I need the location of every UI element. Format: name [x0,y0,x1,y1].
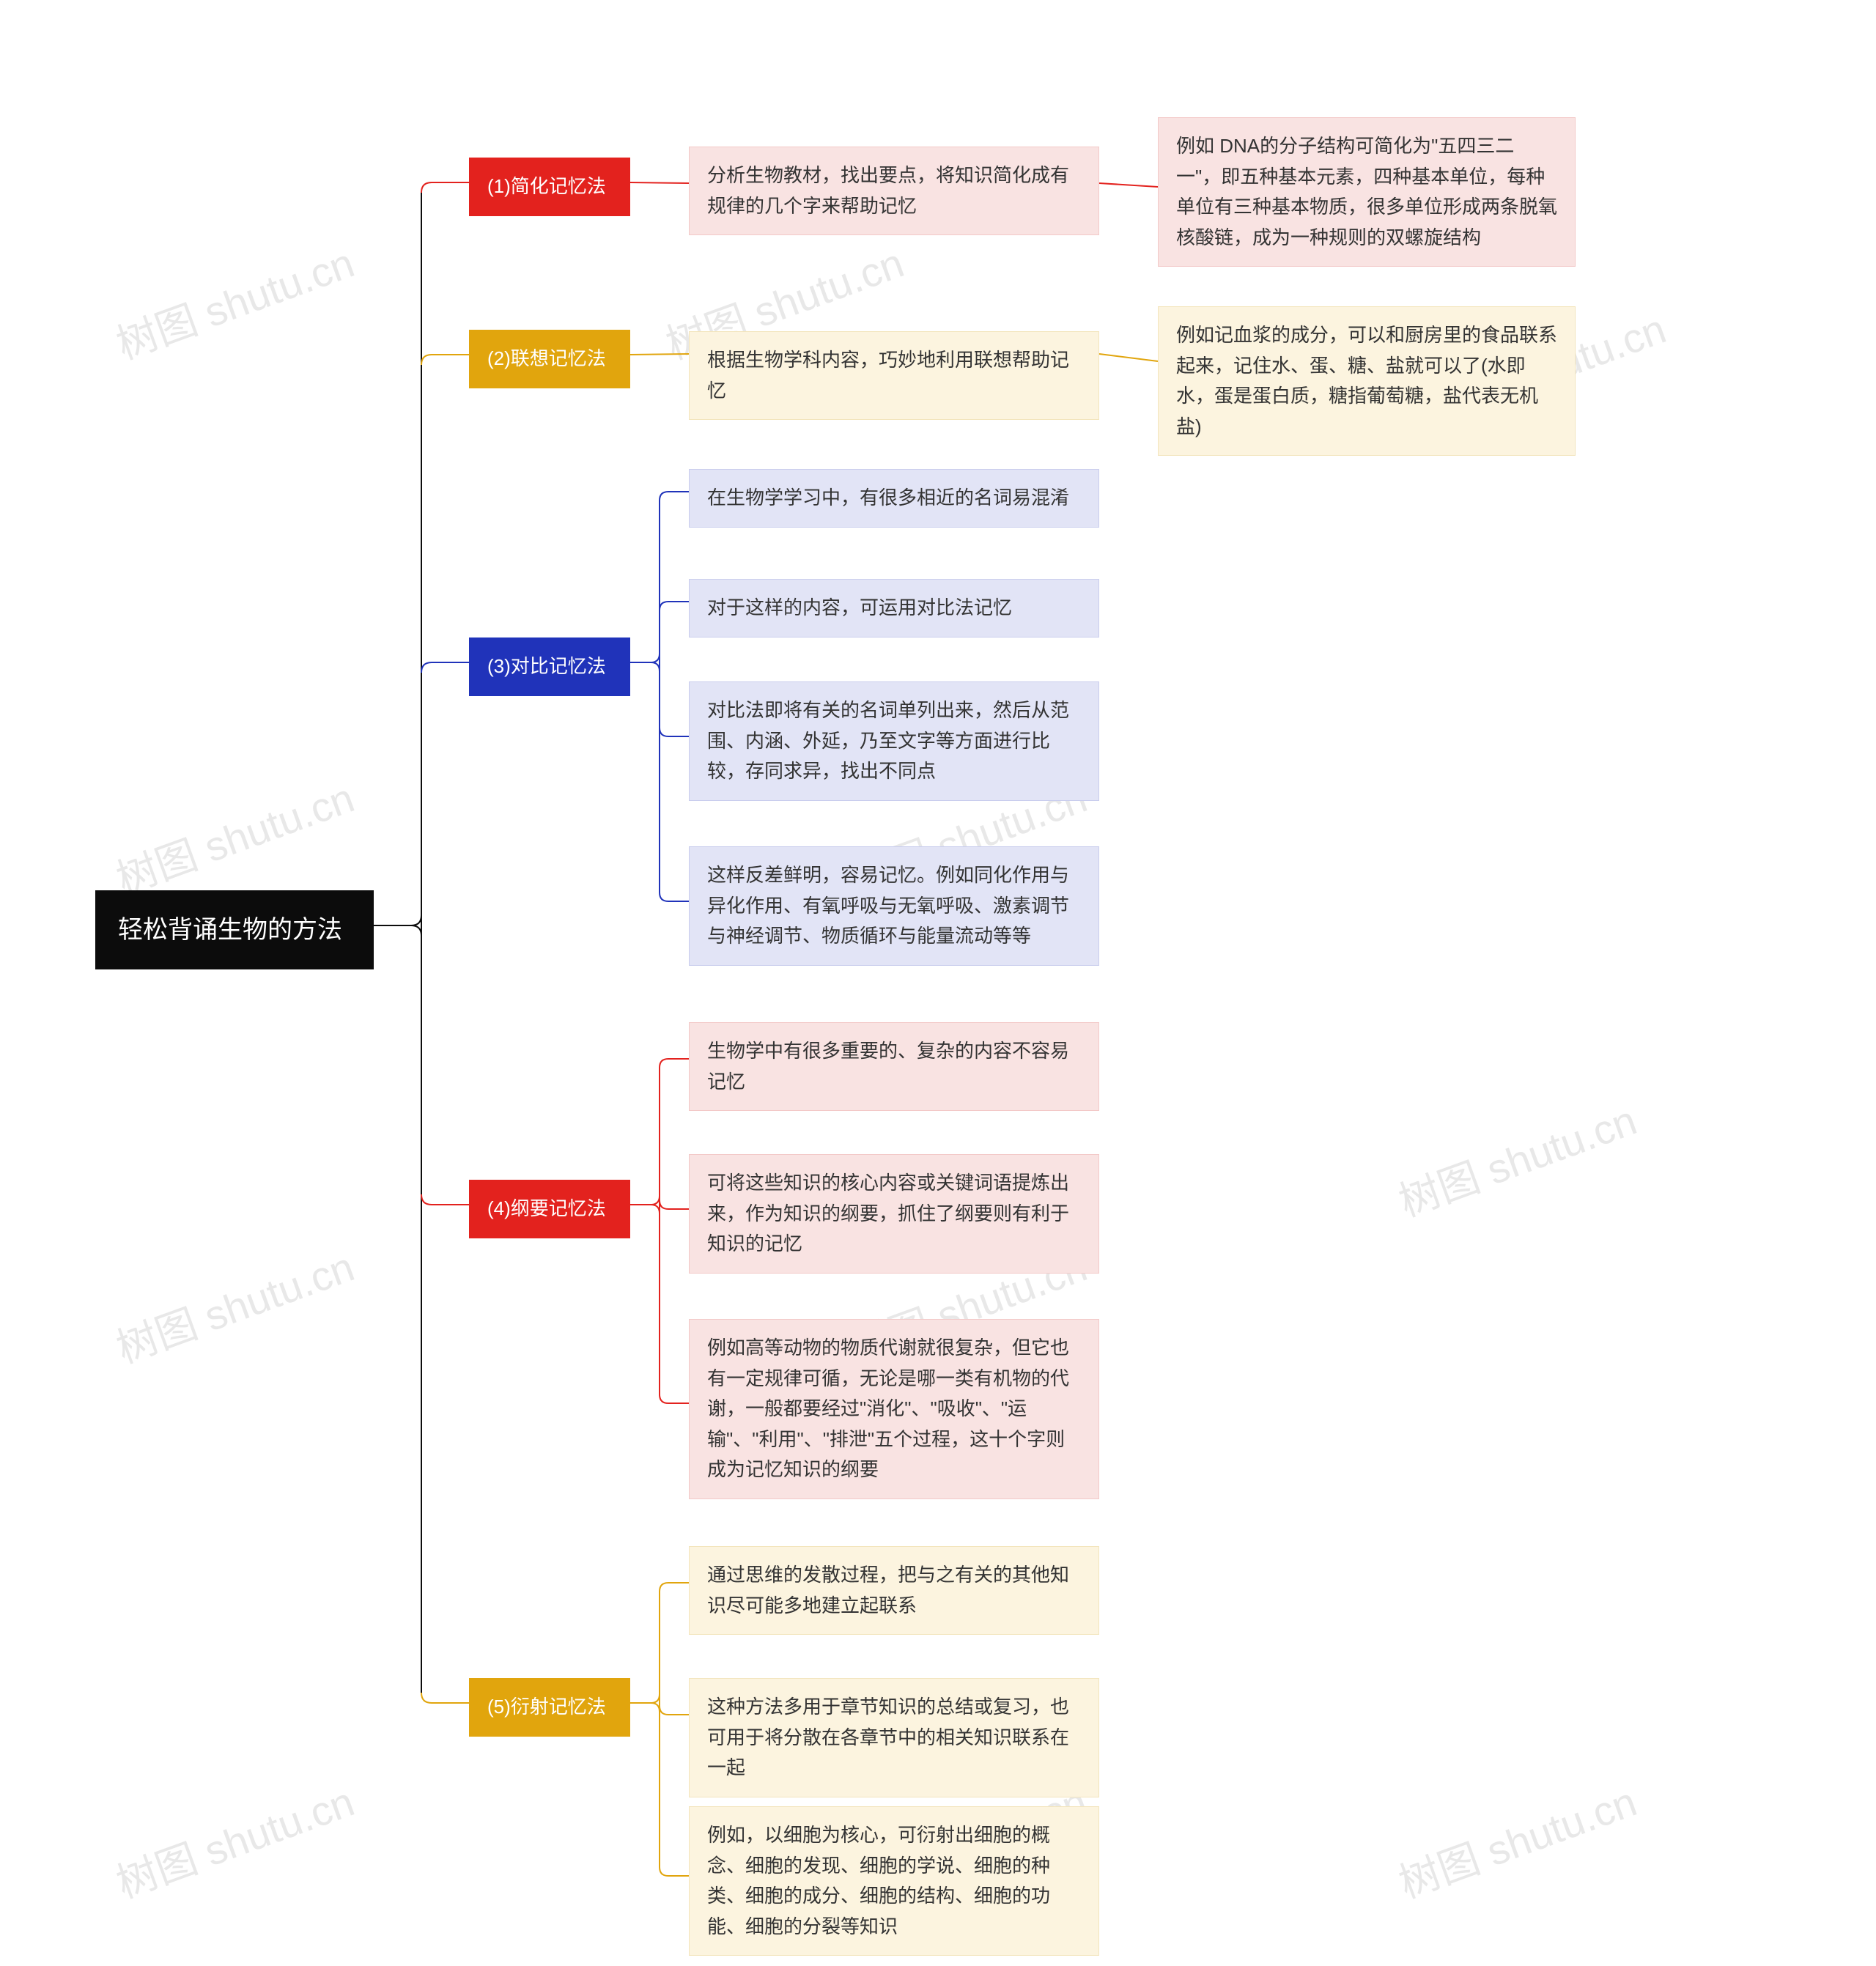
mindmap-leaf-3-4: 这样反差鲜明，容易记忆。例如同化作用与异化作用、有氧呼吸与无氧呼吸、激素调节与神… [689,846,1099,966]
watermark: 树图 shutu.cn [107,230,361,371]
mindmap-method-3: (3)对比记忆法 [469,638,630,696]
mindmap-leaf-5-2: 这种方法多用于章节知识的总结或复习，也可用于将分散在各章节中的相关知识联系在一起 [689,1678,1099,1797]
mindmap-leaf-4-1: 生物学中有很多重要的、复杂的内容不容易记忆 [689,1022,1099,1111]
mindmap-leaf-5-1: 通过思维的发散过程，把与之有关的其他知识尽可能多地建立起联系 [689,1546,1099,1635]
watermark: 树图 shutu.cn [1389,1087,1644,1228]
mindmap-leaf-3-2: 对于这样的内容，可运用对比法记忆 [689,579,1099,638]
mindmap-leaf-1-1: 分析生物教材，找出要点，将知识简化成有规律的几个字来帮助记忆 [689,147,1099,235]
mindmap-leaf-2-1: 根据生物学科内容，巧妙地利用联想帮助记忆 [689,331,1099,420]
mindmap-root: 轻松背诵生物的方法 [95,890,374,969]
mindmap-leaf-3-1: 在生物学学习中，有很多相近的名词易混淆 [689,469,1099,528]
mindmap-leaf-4-3: 例如高等动物的物质代谢就很复杂，但它也有一定规律可循，无论是哪一类有机物的代谢，… [689,1319,1099,1499]
mindmap-leaf-2-2: 例如记血浆的成分，可以和厨房里的食品联系起来，记住水、蛋、糖、盐就可以了(水即水… [1158,306,1576,456]
watermark: 树图 shutu.cn [107,1769,361,1910]
mindmap-method-5: (5)衍射记忆法 [469,1678,630,1737]
mindmap-connectors [0,0,1876,1966]
mindmap-method-2: (2)联想记忆法 [469,330,630,388]
mindmap-method-4: (4)纲要记忆法 [469,1180,630,1238]
mindmap-leaf-4-2: 可将这些知识的核心内容或关键词语提炼出来，作为知识的纲要，抓住了纲要则有利于知识… [689,1154,1099,1274]
watermark: 树图 shutu.cn [107,765,361,906]
mindmap-leaf-3-3: 对比法即将有关的名词单列出来，然后从范围、内涵、外延，乃至文字等方面进行比较，存… [689,681,1099,801]
watermark: 树图 shutu.cn [107,1234,361,1375]
mindmap-leaf-5-3: 例如，以细胞为核心，可衍射出细胞的概念、细胞的发现、细胞的学说、细胞的种类、细胞… [689,1806,1099,1956]
mindmap-leaf-1-2: 例如 DNA的分子结构可简化为"五四三二一"，即五种基本元素，四种基本单位，每种… [1158,117,1576,267]
watermark: 树图 shutu.cn [1389,1769,1644,1910]
mindmap-method-1: (1)简化记忆法 [469,158,630,216]
